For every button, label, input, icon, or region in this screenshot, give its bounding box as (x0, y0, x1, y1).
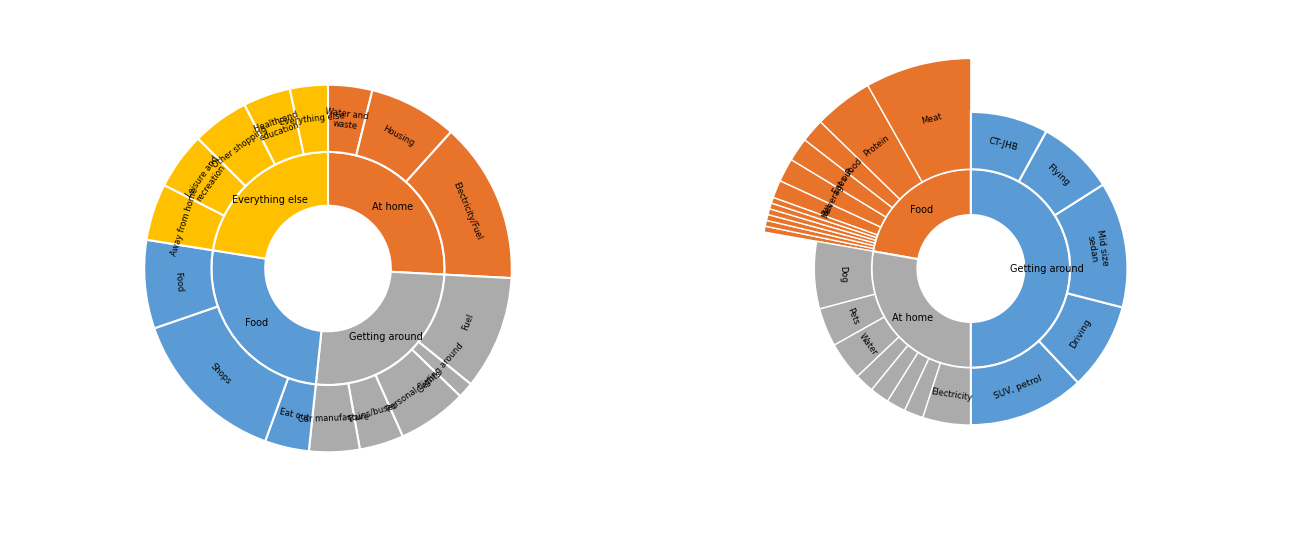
Wedge shape (155, 307, 289, 441)
Wedge shape (971, 341, 1078, 425)
Text: Dog: Dog (838, 265, 848, 283)
Text: Pets: Pets (845, 307, 859, 326)
Text: Food: Food (911, 205, 933, 215)
Wedge shape (971, 112, 1046, 182)
Text: Everything else: Everything else (232, 195, 308, 205)
Wedge shape (375, 350, 461, 437)
Text: Away from home: Away from home (171, 187, 201, 257)
Wedge shape (834, 317, 899, 376)
Wedge shape (872, 169, 971, 259)
Text: Health and
education: Health and education (253, 110, 303, 144)
Wedge shape (308, 383, 359, 452)
Text: Trains/buses: Trains/buses (345, 400, 398, 424)
Wedge shape (820, 294, 884, 345)
Wedge shape (804, 122, 900, 208)
Wedge shape (971, 169, 1071, 368)
Wedge shape (905, 359, 941, 418)
Text: Flying: Flying (1046, 163, 1072, 188)
Wedge shape (328, 85, 373, 155)
Text: Fuel: Fuel (461, 313, 475, 332)
Wedge shape (871, 345, 918, 401)
Wedge shape (765, 220, 874, 249)
Wedge shape (348, 375, 403, 449)
Text: Shops: Shops (209, 361, 234, 386)
Wedge shape (419, 274, 512, 384)
Text: Eat out: Eat out (278, 407, 310, 423)
Text: Personal flights: Personal flights (384, 369, 443, 414)
Text: Water and
waste: Water and waste (324, 107, 369, 132)
Wedge shape (922, 363, 971, 425)
Text: Electricity: Electricity (930, 387, 972, 403)
Text: Getting around: Getting around (349, 332, 422, 342)
Text: Everything else: Everything else (279, 111, 345, 127)
Wedge shape (405, 132, 512, 278)
Text: Food: Food (844, 156, 865, 178)
Text: Milk: Milk (820, 200, 836, 220)
Wedge shape (815, 241, 875, 309)
Wedge shape (316, 272, 445, 385)
Wedge shape (198, 105, 276, 186)
Wedge shape (356, 90, 451, 182)
Wedge shape (770, 203, 876, 240)
Wedge shape (867, 59, 971, 182)
Text: SUV, petrol: SUV, petrol (993, 374, 1043, 401)
Text: Mid size
sedan: Mid size sedan (1085, 229, 1110, 268)
Wedge shape (871, 251, 971, 368)
Text: Other shopping: Other shopping (211, 124, 269, 170)
Wedge shape (147, 185, 224, 250)
Text: At home: At home (892, 313, 933, 323)
Text: Car manufacture: Car manufacture (298, 413, 369, 424)
Wedge shape (773, 181, 880, 235)
Wedge shape (213, 152, 328, 259)
Text: Beverages: Beverages (820, 174, 849, 218)
Wedge shape (781, 159, 886, 227)
Wedge shape (164, 139, 245, 215)
Wedge shape (858, 337, 908, 390)
Wedge shape (1039, 293, 1123, 383)
Wedge shape (764, 226, 874, 251)
Wedge shape (888, 353, 929, 410)
Text: Water: Water (857, 332, 879, 357)
Wedge shape (820, 85, 922, 199)
Text: At home: At home (373, 202, 413, 212)
Text: Food: Food (173, 271, 184, 292)
Text: Electricity/Fuel: Electricity/Fuel (451, 180, 483, 242)
Text: Housing: Housing (382, 124, 416, 148)
Text: Food: Food (245, 318, 269, 328)
Text: Getting around: Getting around (416, 341, 464, 395)
Text: Eat out: Eat out (832, 166, 855, 196)
Text: Getting around: Getting around (1010, 264, 1084, 273)
Text: Leisure and
recreation: Leisure and recreation (184, 155, 228, 206)
Text: Meat: Meat (921, 112, 943, 126)
Text: Protein: Protein (862, 133, 891, 158)
Wedge shape (766, 214, 875, 246)
Wedge shape (768, 209, 875, 243)
Wedge shape (211, 250, 321, 384)
Wedge shape (1018, 132, 1103, 215)
Wedge shape (328, 152, 445, 274)
Wedge shape (791, 140, 892, 217)
Wedge shape (265, 378, 316, 451)
Text: CT-JHB: CT-JHB (987, 136, 1018, 153)
Wedge shape (771, 198, 878, 237)
Text: Driving: Driving (1069, 317, 1093, 350)
Wedge shape (290, 85, 328, 155)
Wedge shape (1055, 185, 1127, 308)
Wedge shape (244, 89, 304, 165)
Wedge shape (412, 342, 471, 396)
Wedge shape (144, 240, 218, 328)
